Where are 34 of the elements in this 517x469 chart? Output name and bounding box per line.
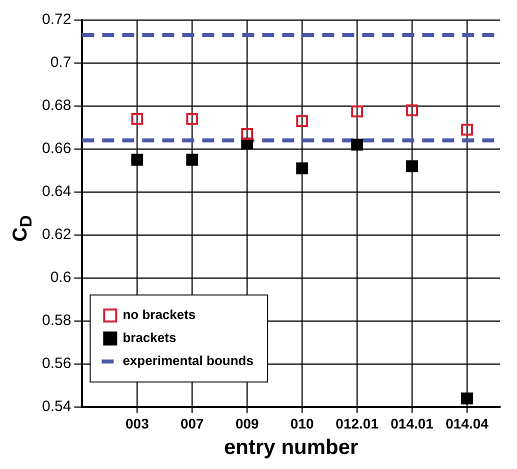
point — [461, 124, 473, 136]
point — [296, 162, 308, 174]
y-tick-label: 0.56 — [42, 355, 72, 372]
point — [351, 105, 364, 118]
point — [406, 160, 418, 172]
point — [296, 115, 308, 127]
y-tick-label: 0.72 — [42, 11, 72, 28]
point — [186, 154, 198, 166]
y-tick-label: 0.64 — [42, 183, 72, 200]
y-tick-label: 0.6 — [50, 269, 72, 286]
y-tick-label: 0.68 — [42, 97, 72, 114]
x-tick-label: 014.04 — [446, 415, 489, 432]
x-tick-label: 003 — [125, 415, 150, 432]
point — [186, 112, 198, 125]
x-tick-label: 010 — [290, 415, 314, 432]
y-tick-label: 0.62 — [42, 226, 72, 244]
x-tick-label: 009 — [235, 415, 260, 432]
point — [131, 112, 144, 125]
y-tick-label: 0.58 — [42, 312, 72, 330]
legend-label: no brackets — [122, 307, 196, 322]
y-tick-label: 0.66 — [42, 140, 72, 158]
point — [406, 104, 418, 116]
point — [241, 128, 254, 140]
legend-label: experimental bounds — [122, 353, 254, 368]
legend-label: brackets — [122, 330, 176, 346]
point — [131, 154, 144, 166]
y-tick-label: 0.54 — [42, 398, 72, 416]
x-tick-label: 012.01 — [336, 415, 379, 432]
point — [461, 392, 473, 404]
point — [351, 138, 364, 151]
x-axis-title: entry number — [224, 436, 358, 460]
x-tick-label: 007 — [180, 415, 204, 432]
x-tick-label: 014.01 — [390, 415, 434, 432]
y-tick-label: 0.7 — [50, 54, 72, 72]
